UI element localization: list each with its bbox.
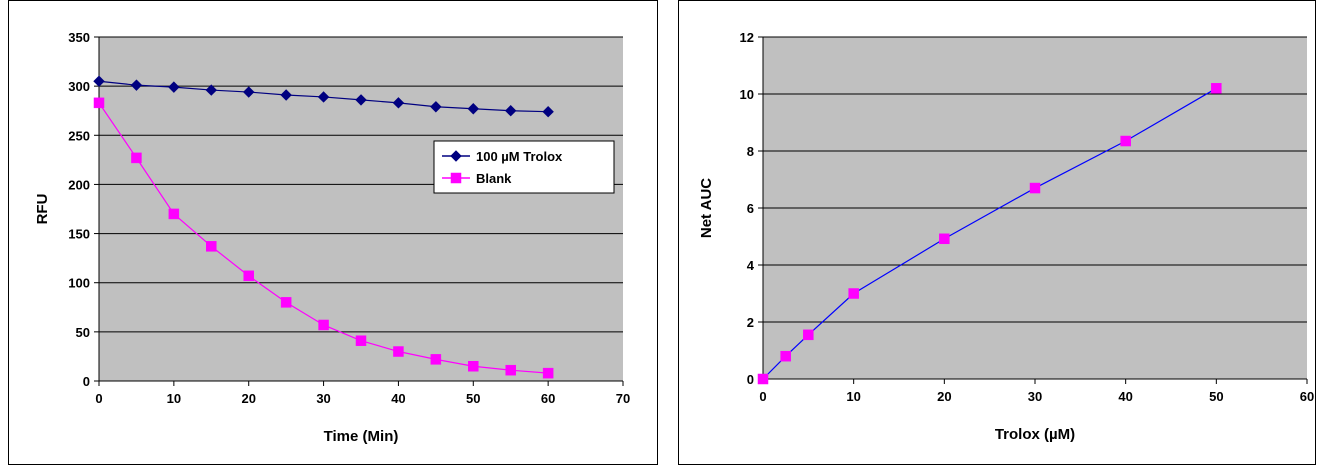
x-tick-label: 0: [759, 389, 766, 404]
legend-swatch-marker: [450, 172, 462, 184]
data-point-series-1: [542, 367, 554, 379]
data-point-series-0: [168, 81, 180, 93]
legend-box: [433, 140, 615, 194]
data-point-series-0: [355, 94, 367, 106]
y-tick-label: 250: [68, 128, 90, 143]
data-point-series-1: [131, 152, 142, 164]
data-point-series-0: [939, 233, 950, 245]
data-point-series-0: [1211, 83, 1222, 94]
rfu-time-chart: 0 50 100 150 200 250 300 350 0 10 20 30 40 50 60 70 Time…: [34, 30, 630, 445]
data-point-series-0: [757, 373, 769, 385]
y-tick-label: 350: [68, 30, 90, 45]
data-point-series-1: [468, 361, 479, 372]
legend-label: 100 µM Trolox: [476, 149, 563, 164]
x-tick-label: 20: [937, 389, 951, 404]
data-point-series-0: [430, 101, 442, 113]
y-tick-label: 10: [740, 87, 754, 102]
data-point-series-0: [93, 75, 105, 87]
x-tick-label: 30: [316, 391, 330, 406]
chart-panel-time-course: 0 50 100 150 200 250 300 350 0 10 20 30 40 50 60 70 Time…: [8, 0, 658, 465]
x-tick-label: 10: [846, 389, 860, 404]
data-point-series-0: [280, 89, 292, 101]
y-axis-title: Net AUC: [698, 178, 715, 238]
data-point-series-1: [168, 208, 180, 220]
y-tick-label: 50: [76, 325, 90, 340]
y-tick-label: 200: [68, 177, 90, 192]
x-tick-label: 60: [1300, 389, 1314, 404]
x-tick-label: 70: [616, 391, 630, 406]
data-point-series-1: [430, 354, 442, 365]
data-point-series-0: [205, 84, 217, 96]
x-tick-label: 60: [541, 391, 555, 406]
x-axis-title: Time (Min): [324, 428, 399, 445]
data-point-series-1: [505, 364, 516, 376]
data-point-series-0: [542, 105, 554, 118]
x-tick-label: 50: [1209, 389, 1223, 404]
data-point-series-0: [317, 91, 330, 103]
y-tick-label: 4: [747, 258, 755, 273]
data-point-series-1: [355, 335, 367, 346]
data-point-series-0: [243, 86, 255, 98]
data-point-series-1: [393, 346, 404, 357]
data-point-series-0: [467, 103, 479, 115]
data-point-series-0: [130, 79, 143, 91]
x-axis-title: Trolox (µM): [995, 426, 1075, 443]
data-point-series-1: [93, 97, 105, 109]
data-point-series-0: [780, 350, 791, 362]
y-axis-title: RFU: [34, 194, 51, 225]
x-tick-label: 10: [167, 391, 181, 406]
x-tick-label: 30: [1028, 389, 1042, 404]
data-point-series-1: [206, 241, 217, 252]
legend-label: Blank: [476, 171, 512, 186]
data-point-series-0: [848, 288, 859, 299]
data-point-series-0: [505, 105, 517, 117]
y-tick-label: 6: [747, 201, 754, 216]
y-tick-label: 8: [747, 144, 754, 159]
data-point-series-0: [1029, 182, 1041, 194]
data-point-series-1: [318, 319, 329, 331]
net-auc-trolox-chart: 0 2 4 6 8 10 12 0 10 20 30 40 50 60 Trolox (µM) Net AUC: [698, 30, 1314, 443]
y-tick-label: 12: [740, 30, 754, 45]
y-tick-label: 2: [747, 315, 754, 330]
x-tick-label: 50: [466, 391, 480, 406]
data-point-series-1: [280, 297, 292, 308]
x-tick-label: 40: [391, 391, 405, 406]
y-tick-label: 0: [747, 372, 754, 387]
x-tick-label: 20: [241, 391, 255, 406]
x-tick-label: 40: [1118, 389, 1132, 404]
x-tick-label: 0: [95, 391, 102, 406]
data-point-series-0: [1120, 135, 1131, 147]
y-tick-label: 150: [68, 227, 90, 242]
y-tick-label: 100: [68, 276, 90, 291]
legend-swatch-marker: [450, 150, 462, 162]
chart-panel-standard-curve: 0 2 4 6 8 10 12 0 10 20 30 40 50 60 Trolox (µM) Net AUC: [678, 0, 1316, 465]
data-point-series-0: [392, 97, 405, 109]
data-point-series-0: [803, 329, 814, 341]
y-tick-label: 300: [68, 79, 90, 94]
data-point-series-1: [243, 270, 254, 282]
y-tick-label: 0: [83, 374, 90, 389]
